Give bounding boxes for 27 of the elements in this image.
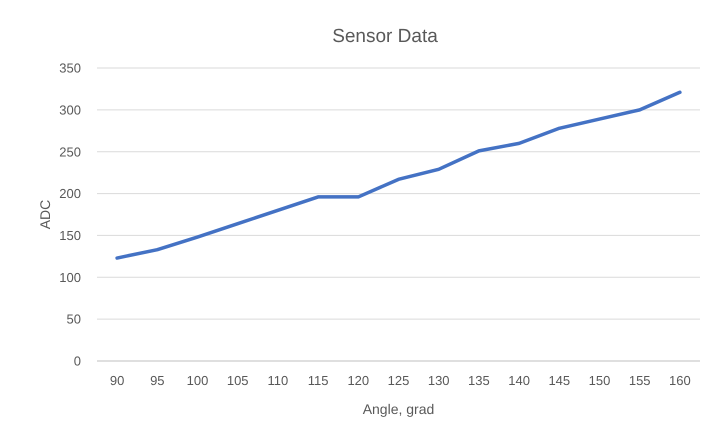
x-tick-label: 130 bbox=[428, 373, 450, 388]
y-tick-label: 350 bbox=[59, 60, 81, 76]
x-tick-label: 160 bbox=[669, 373, 691, 388]
y-tick-label: 300 bbox=[59, 102, 81, 118]
chart-title: Sensor Data bbox=[332, 26, 438, 47]
y-tick-label: 200 bbox=[59, 186, 81, 202]
x-tick-label: 120 bbox=[347, 373, 370, 388]
x-tick-label: 115 bbox=[308, 373, 328, 388]
x-tick-label: 90 bbox=[110, 373, 124, 388]
y-tick-label: 100 bbox=[59, 270, 81, 285]
x-tick-label: 95 bbox=[150, 373, 165, 388]
x-tick-label: 125 bbox=[388, 373, 410, 388]
x-tick-label: 135 bbox=[468, 373, 490, 388]
x-axis-title: Angle, grad bbox=[362, 401, 434, 417]
x-tick-label: 150 bbox=[588, 373, 610, 388]
x-tick-label: 145 bbox=[548, 373, 570, 388]
x-tick-label: 140 bbox=[508, 373, 530, 388]
line-series bbox=[115, 90, 682, 260]
x-tick-label: 100 bbox=[186, 373, 208, 388]
x-tick-label: 110 bbox=[268, 373, 288, 388]
y-tick-label: 0 bbox=[74, 354, 81, 369]
y-tick-label: 150 bbox=[59, 228, 81, 243]
y-tick-label: 250 bbox=[59, 144, 81, 160]
x-tick-label: 105 bbox=[226, 373, 249, 388]
y-axis-title: ADC bbox=[37, 200, 53, 230]
x-tick-label: 155 bbox=[628, 373, 651, 388]
y-tick-label: 50 bbox=[66, 312, 81, 327]
